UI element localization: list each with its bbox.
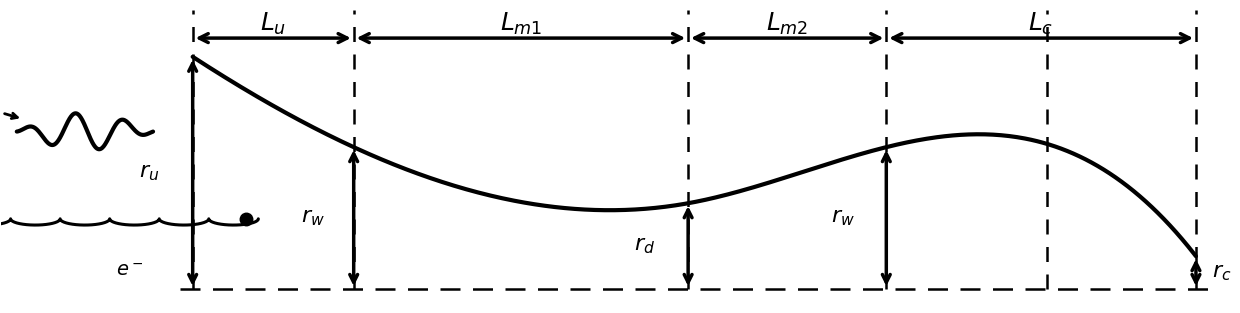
Text: $L_c$: $L_c$ — [1028, 10, 1054, 37]
Text: $r_w$: $r_w$ — [301, 208, 325, 228]
Text: $r_c$: $r_c$ — [1211, 263, 1231, 283]
Text: $r_d$: $r_d$ — [634, 236, 655, 256]
Text: $L_u$: $L_u$ — [260, 10, 286, 37]
Text: $L_{m1}$: $L_{m1}$ — [500, 10, 542, 37]
Text: $L_{m2}$: $L_{m2}$ — [766, 10, 808, 37]
Text: $r_w$: $r_w$ — [831, 208, 854, 228]
Text: $r_u$: $r_u$ — [139, 163, 160, 183]
Text: $e^-$: $e^-$ — [115, 261, 143, 280]
